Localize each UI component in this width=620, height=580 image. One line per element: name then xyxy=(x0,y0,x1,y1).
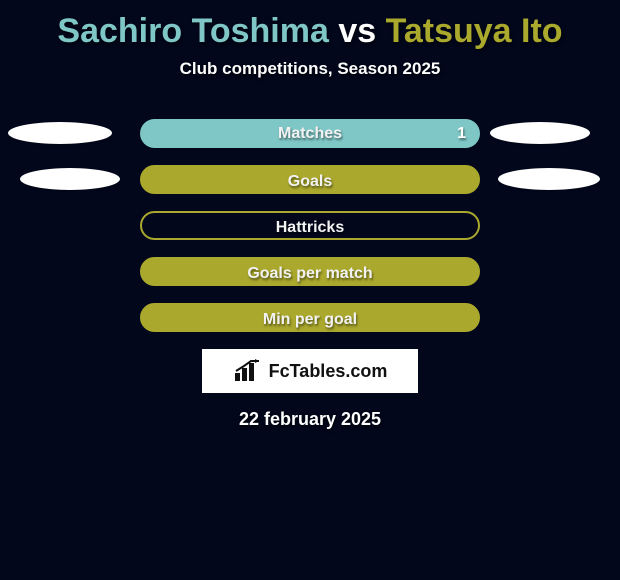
brand-box: FcTables.com xyxy=(202,349,418,393)
metric-rows: Matches 1 Goals Hattricks Goals per match Min… xyxy=(0,119,620,332)
brand-text: FcTables.com xyxy=(269,361,388,382)
title: Sachiro Toshima vs Tatsuya Ito xyxy=(0,0,620,55)
player2-name: Tatsuya Ito xyxy=(386,12,563,50)
left-ellipse xyxy=(8,122,112,144)
metric-value: 1 xyxy=(457,119,466,148)
metric-row: Min per goal xyxy=(0,303,620,332)
metric-row: Matches 1 xyxy=(0,119,620,148)
metric-label: Goals per match xyxy=(247,259,372,288)
metric-pill: Hattricks xyxy=(140,211,480,240)
right-ellipse xyxy=(498,168,600,190)
metric-label: Matches xyxy=(278,119,342,148)
metric-pill: Matches 1 xyxy=(140,119,480,148)
left-ellipse xyxy=(20,168,120,190)
metric-label: Goals xyxy=(288,167,332,196)
player1-name: Sachiro Toshima xyxy=(57,12,328,50)
brand-icon xyxy=(233,359,265,383)
metric-row: Goals xyxy=(0,165,620,194)
metric-label: Min per goal xyxy=(263,305,357,334)
metric-pill: Goals per match xyxy=(140,257,480,286)
metric-row: Hattricks xyxy=(0,211,620,240)
metric-row: Goals per match xyxy=(0,257,620,286)
vs-text: vs xyxy=(338,12,376,50)
metric-pill: Goals xyxy=(140,165,480,194)
metric-label: Hattricks xyxy=(276,213,344,242)
subtitle: Club competitions, Season 2025 xyxy=(0,59,620,79)
right-ellipse xyxy=(490,122,590,144)
metric-pill: Min per goal xyxy=(140,303,480,332)
date-text: 22 february 2025 xyxy=(0,409,620,430)
